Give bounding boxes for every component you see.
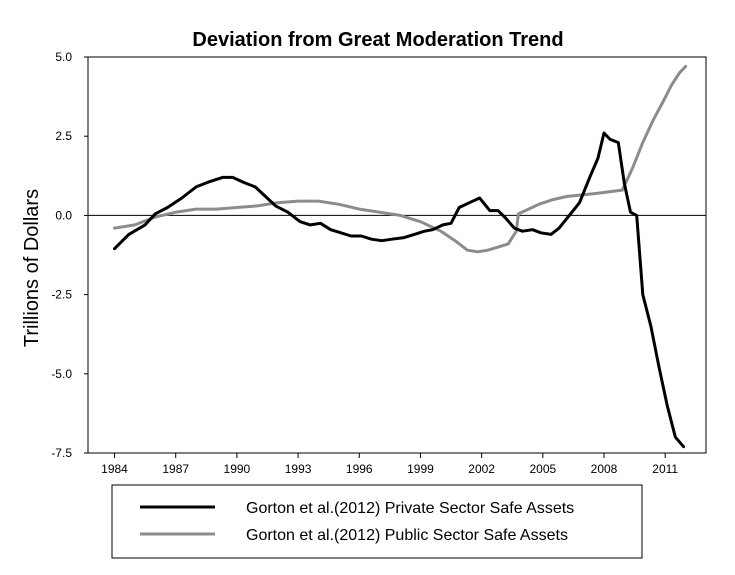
x-tick-label: 2005: [529, 462, 556, 476]
x-tick-label: 1984: [101, 462, 128, 476]
x-tick-label: 2008: [591, 462, 618, 476]
x-tick-label: 1987: [162, 462, 189, 476]
y-tick-label: -2.5: [51, 288, 72, 302]
y-tick-label: -7.5: [51, 446, 72, 460]
legend-label-public: Gorton et al.(2012) Public Sector Safe A…: [246, 527, 568, 544]
legend-label-private: Gorton et al.(2012) Private Sector Safe …: [246, 500, 574, 517]
x-tick-label: 1990: [224, 462, 251, 476]
series-line-public: [113, 65, 688, 254]
y-tick-label: 2.5: [55, 129, 72, 143]
x-tick-label: 2002: [468, 462, 495, 476]
x-tick-label: 1999: [407, 462, 434, 476]
y-axis: 5.0 2.5 0.0 -2.5 -5.0 -7.5: [51, 50, 88, 460]
y-axis-label: Trillions of Dollars: [21, 189, 43, 347]
plot-frame: [87, 56, 707, 454]
legend: Gorton et al.(2012) Private Sector Safe …: [111, 484, 643, 559]
x-tick-label: 2011: [652, 462, 678, 476]
legend-box: [111, 484, 643, 559]
x-axis: 1984 1987 1990 1993 1996 1999 2002 2005 2008 2011: [101, 453, 678, 476]
series-layer: [113, 65, 688, 449]
x-tick-label: 1996: [346, 462, 373, 476]
y-tick-label: 5.0: [55, 50, 72, 64]
y-tick-label: 0.0: [55, 208, 72, 222]
y-tick-label: -5.0: [51, 367, 72, 381]
chart-title: Deviation from Great Moderation Trend: [192, 29, 563, 51]
series-line-private: [113, 131, 686, 449]
x-tick-label: 1993: [285, 462, 312, 476]
